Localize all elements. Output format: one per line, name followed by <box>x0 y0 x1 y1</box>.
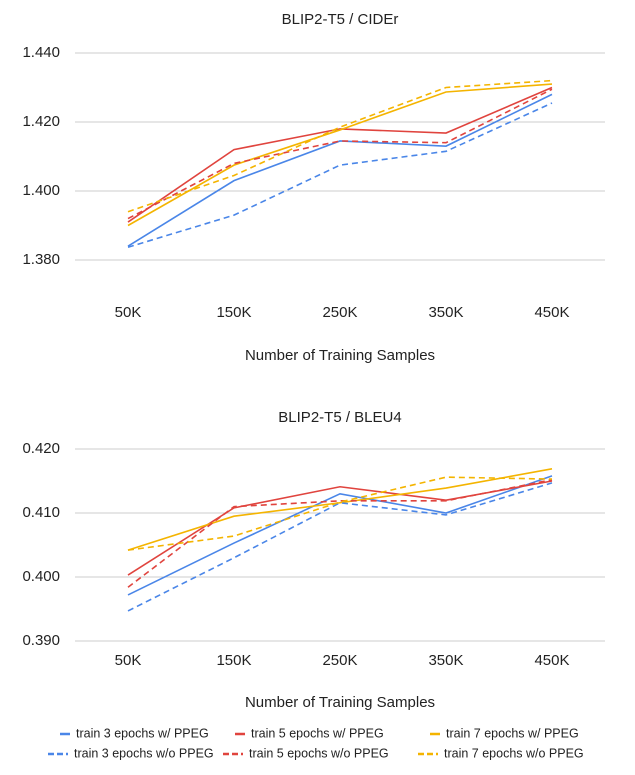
series-line <box>127 79 553 213</box>
y-tick-label: 1.420 <box>22 113 60 130</box>
x-axis-title: Number of Training Samples <box>245 347 435 364</box>
x-tick-label: 250K <box>322 304 357 321</box>
series-line <box>127 83 553 227</box>
x-tick-label: 250K <box>322 652 357 669</box>
y-tick-label: 0.390 <box>22 632 60 649</box>
series-line <box>127 86 553 223</box>
series-line <box>127 102 553 249</box>
x-tick-label: 150K <box>216 304 251 321</box>
chart-title: BLIP2-T5 / BLEU4 <box>278 409 401 426</box>
legend-label: train 7 epochs w/o PPEG <box>444 746 584 760</box>
legend-label: train 7 epochs w/ PPEG <box>446 726 579 740</box>
y-tick-label: 0.420 <box>22 440 60 457</box>
series-line <box>127 468 553 551</box>
legend-label: train 5 epochs w/o PPEG <box>249 746 389 760</box>
series-line <box>127 478 553 588</box>
x-tick-label: 350K <box>428 652 463 669</box>
x-tick-label: 150K <box>216 652 251 669</box>
legend-label: train 3 epochs w/o PPEG <box>74 746 214 760</box>
x-tick-label: 50K <box>115 652 142 669</box>
series-line <box>127 475 553 596</box>
x-tick-label: 350K <box>428 304 463 321</box>
series-line <box>127 476 553 551</box>
series-line <box>127 88 553 220</box>
chart-title: BLIP2-T5 / CIDEr <box>282 11 399 28</box>
x-tick-label: 450K <box>534 652 569 669</box>
legend-label: train 5 epochs w/ PPEG <box>251 726 384 740</box>
legend-label: train 3 epochs w/ PPEG <box>76 726 209 740</box>
x-tick-label: 450K <box>534 304 569 321</box>
y-tick-label: 1.400 <box>22 182 60 199</box>
y-tick-label: 0.410 <box>22 504 60 521</box>
series-line <box>127 482 553 612</box>
series-line <box>127 93 553 247</box>
y-tick-label: 1.380 <box>22 251 60 268</box>
series-line <box>127 480 553 576</box>
x-axis-title: Number of Training Samples <box>245 694 435 711</box>
y-tick-label: 0.400 <box>22 568 60 585</box>
x-tick-label: 50K <box>115 304 142 321</box>
y-tick-label: 1.440 <box>22 44 60 61</box>
